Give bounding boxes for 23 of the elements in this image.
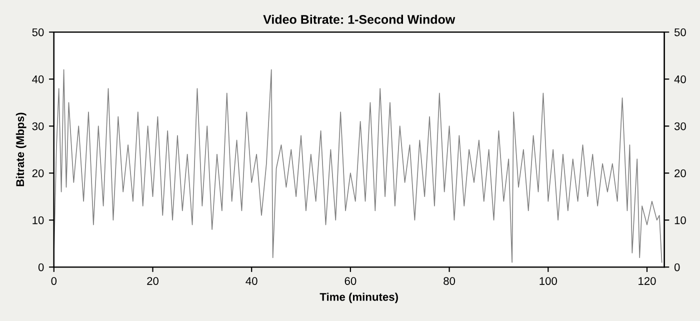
y2-tick-label: 20 bbox=[674, 169, 686, 178]
y-axis-title: Bitrate (Mbps) bbox=[16, 112, 26, 186]
line-series bbox=[54, 69, 662, 263]
x-tick-label: 20 bbox=[147, 277, 158, 285]
y-tick-label: 0 bbox=[38, 263, 44, 272]
x-axis-title: Time (minutes) bbox=[320, 292, 398, 304]
y2-tick-label: 50 bbox=[674, 28, 686, 36]
x-tick-label: 100 bbox=[540, 277, 557, 285]
y-tick-label: 50 bbox=[32, 28, 44, 36]
y-tick-label: 10 bbox=[32, 216, 44, 224]
y2-tick-label: 40 bbox=[674, 75, 686, 84]
y2-tick-label: 10 bbox=[674, 216, 686, 224]
y-tick-label: 30 bbox=[32, 122, 44, 130]
y2-tick-label: 30 bbox=[674, 122, 686, 130]
x-tick-label: 120 bbox=[638, 277, 656, 285]
y2-tick-label: 0 bbox=[674, 263, 680, 272]
y-tick-label: 40 bbox=[32, 75, 44, 84]
x-tick-label: 40 bbox=[246, 277, 258, 285]
x-tick-label: 60 bbox=[344, 277, 356, 285]
x-tick-label: 0 bbox=[51, 277, 57, 285]
y-tick-label: 20 bbox=[32, 169, 44, 178]
chart-title: Video Bitrate: 1-Second Window bbox=[263, 14, 456, 24]
x-tick-label: 80 bbox=[444, 277, 456, 285]
